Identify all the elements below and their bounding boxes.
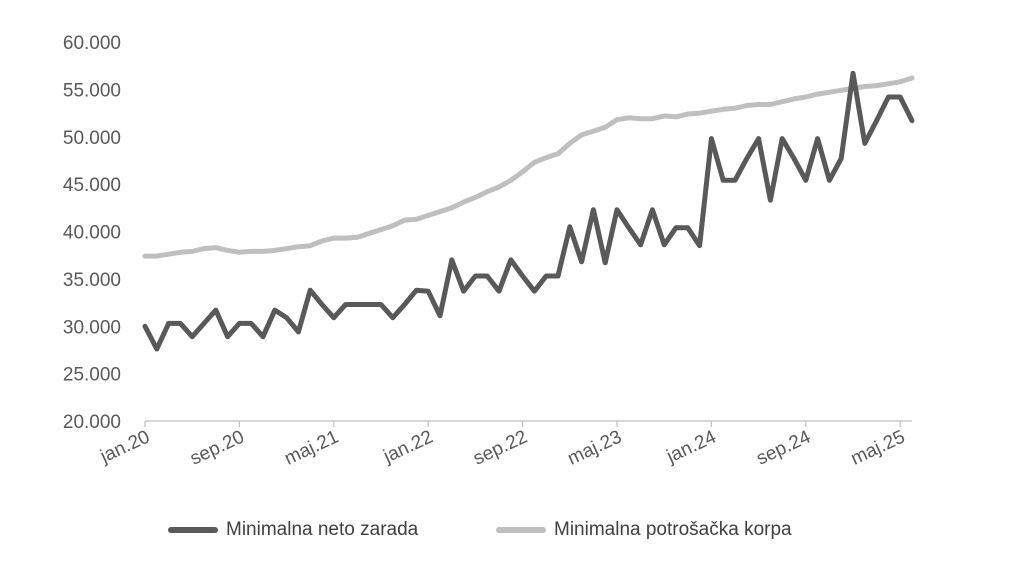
series-line-neto-zarada bbox=[142, 70, 915, 352]
y-axis: 20.000 25.000 30.000 35.000 40.000 45.000 50.0… bbox=[63, 33, 121, 433]
x-tick-label: sep.24 bbox=[753, 426, 814, 469]
legend-item-neto-zarada: Minimalna neto zarada bbox=[168, 512, 418, 548]
x-tick-label: sep.22 bbox=[470, 426, 531, 469]
y-tick-label: 40.000 bbox=[63, 223, 121, 244]
y-tick-label: 60.000 bbox=[63, 33, 121, 54]
y-tick-label: 35.000 bbox=[63, 270, 121, 291]
legend-item-potrosacka-korpa: Minimalna potrošačka korpa bbox=[496, 512, 792, 548]
y-tick-label: 50.000 bbox=[63, 128, 121, 149]
x-tick-label: maj.21 bbox=[281, 426, 342, 469]
y-tick-label: 55.000 bbox=[63, 80, 121, 101]
x-tick-label: jan.24 bbox=[663, 426, 720, 468]
y-tick-label: 45.000 bbox=[63, 175, 121, 196]
legend-swatch-neto-zarada bbox=[168, 527, 218, 533]
x-tick-label: maj.25 bbox=[848, 426, 909, 469]
x-tick-label: maj.23 bbox=[565, 426, 626, 469]
line-chart: 20.000 25.000 30.000 35.000 40.000 45.000 50.0… bbox=[63, 33, 915, 470]
series-layer bbox=[142, 70, 915, 352]
x-tick-label: sep.20 bbox=[187, 426, 248, 469]
legend-swatch-potrosacka-korpa bbox=[496, 527, 546, 533]
y-tick-label: 20.000 bbox=[63, 412, 121, 433]
legend-label-neto-zarada: Minimalna neto zarada bbox=[226, 519, 419, 540]
x-axis: jan.20 sep.20 maj.21 jan.22 sep.22 maj.23 jan.… bbox=[96, 420, 912, 470]
y-tick-label: 30.000 bbox=[63, 317, 121, 338]
legend-label-potrosacka-korpa: Minimalna potrošačka korpa bbox=[554, 519, 792, 540]
y-tick-label: 25.000 bbox=[63, 365, 121, 386]
legend: Minimalna neto zarada Minimalna potrošač… bbox=[0, 512, 1024, 548]
series-line-potrosacka-korpa bbox=[142, 75, 915, 259]
x-tick-label: jan.22 bbox=[380, 426, 437, 467]
